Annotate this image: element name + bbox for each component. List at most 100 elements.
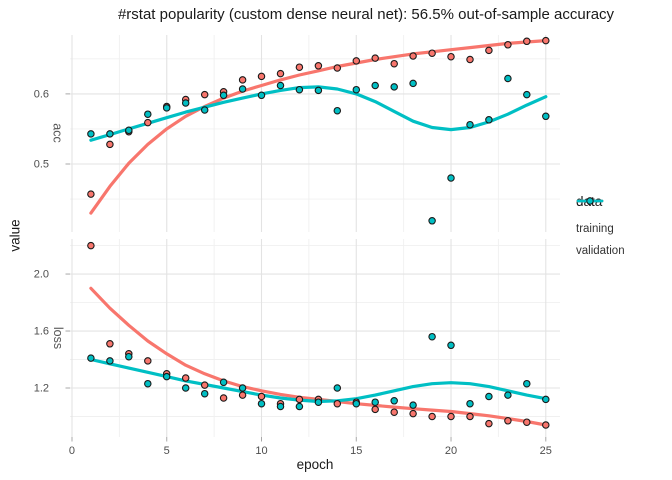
point-validation — [523, 90, 531, 99]
point-training — [485, 419, 493, 428]
x-tick-label: 10 — [255, 445, 267, 457]
point-training — [485, 46, 493, 55]
point-training — [352, 57, 361, 65]
point-validation — [409, 79, 417, 88]
point-validation — [428, 217, 436, 225]
legend-key-validation — [576, 197, 604, 205]
y-tick-label: 1.2 — [34, 382, 49, 394]
facet-strip-loss-label: loss — [50, 326, 65, 350]
facet-strip-acc-label: acc — [50, 123, 65, 143]
x-tick-label: 5 — [164, 445, 170, 457]
point-validation — [87, 354, 95, 362]
point-training — [314, 62, 323, 70]
legend-label-validation: validation — [576, 245, 625, 257]
legend-key-point — [586, 197, 594, 205]
point-training — [106, 340, 114, 348]
point-validation — [144, 110, 152, 118]
point-validation — [371, 81, 379, 90]
point-training — [295, 395, 304, 404]
point-validation — [144, 379, 152, 388]
x-tick-label: 15 — [350, 445, 362, 457]
point-validation — [257, 91, 266, 100]
point-validation — [125, 126, 133, 135]
point-validation — [106, 357, 114, 365]
point-validation — [87, 130, 95, 138]
point-validation — [485, 392, 493, 401]
facet-strip-loss: loss — [46, 321, 70, 355]
point-training — [200, 381, 209, 389]
point-training — [504, 41, 512, 49]
point-training — [542, 421, 550, 429]
point-training — [238, 391, 247, 399]
point-validation — [295, 402, 304, 411]
point-training — [428, 412, 436, 421]
point-validation — [409, 401, 417, 409]
point-training — [200, 90, 209, 99]
point-validation — [390, 397, 398, 405]
point-training — [219, 394, 228, 402]
point-validation — [314, 86, 323, 95]
point-validation — [106, 130, 114, 138]
point-validation — [181, 384, 190, 392]
point-validation — [352, 85, 361, 94]
point-training — [144, 118, 152, 127]
x-tick-label: 25 — [540, 445, 552, 457]
point-training — [466, 55, 474, 64]
point-validation — [466, 399, 474, 408]
point-validation — [276, 402, 285, 411]
point-training — [276, 69, 285, 78]
x-tick-label: 0 — [69, 445, 75, 457]
point-validation — [200, 389, 209, 398]
point-training — [447, 412, 455, 421]
smooth-line-validation — [89, 85, 548, 142]
point-validation — [523, 379, 531, 388]
point-training — [238, 76, 247, 84]
point-validation — [162, 372, 171, 381]
point-validation — [352, 399, 361, 408]
point-training — [447, 52, 455, 61]
point-training — [523, 37, 531, 46]
y-tick-label: 0.6 — [34, 88, 49, 100]
point-training — [333, 399, 342, 408]
point-validation — [125, 352, 133, 361]
point-training — [371, 54, 379, 62]
facet-strip-acc: acc — [46, 118, 70, 148]
point-training — [390, 59, 398, 68]
point-validation — [542, 395, 550, 404]
point-training — [542, 36, 550, 45]
point-training — [144, 357, 152, 365]
point-training — [523, 418, 531, 426]
point-validation — [295, 85, 304, 94]
point-validation — [542, 112, 550, 121]
point-validation — [504, 74, 512, 83]
point-validation — [181, 99, 190, 107]
point-validation — [219, 91, 228, 100]
point-training — [333, 64, 342, 72]
point-training — [87, 241, 95, 250]
point-validation — [447, 174, 455, 182]
point-validation — [238, 384, 247, 392]
y-tick-label: 1.6 — [34, 326, 49, 338]
point-training — [409, 409, 417, 418]
point-training — [257, 72, 266, 81]
legend-item-training: training — [576, 197, 625, 240]
point-validation — [371, 398, 379, 406]
point-training — [257, 392, 266, 401]
point-validation — [390, 83, 398, 91]
point-training — [390, 408, 398, 416]
y-axis-title-text: value — [7, 218, 23, 252]
point-training — [409, 52, 417, 60]
smooth-line-training — [89, 38, 548, 215]
point-training — [504, 417, 512, 425]
point-validation — [428, 332, 436, 341]
point-validation — [200, 106, 209, 114]
chart-title: #rstat popularity (custom dense neural n… — [117, 6, 615, 23]
legend-item-validation: validation — [576, 197, 625, 262]
point-validation — [162, 104, 171, 112]
x-tick-label: 20 — [445, 445, 457, 457]
smooth-line-validation — [89, 357, 548, 404]
y-tick-label: 2.0 — [34, 269, 49, 281]
